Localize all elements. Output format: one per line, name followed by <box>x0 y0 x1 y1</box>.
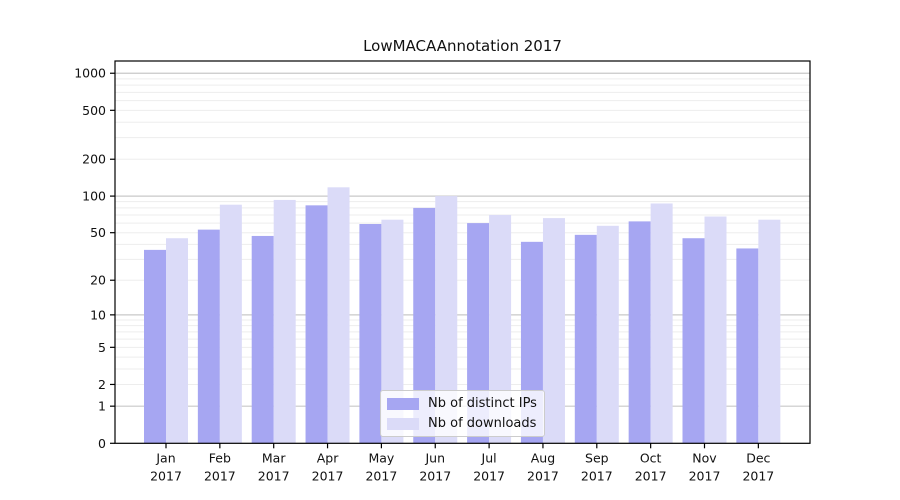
svg-text:1: 1 <box>98 399 106 414</box>
svg-text:Sep: Sep <box>585 450 609 465</box>
svg-text:10: 10 <box>90 307 106 322</box>
legend-item: Nb of distinct IPs <box>387 396 544 411</box>
legend-item: Nb of downloads <box>387 416 544 431</box>
svg-text:Nov: Nov <box>692 450 717 465</box>
svg-text:2017: 2017 <box>527 468 559 483</box>
svg-text:Jan: Jan <box>155 450 175 465</box>
svg-text:2017: 2017 <box>742 468 774 483</box>
svg-text:500: 500 <box>82 103 106 118</box>
svg-text:2017: 2017 <box>365 468 397 483</box>
svg-text:2017: 2017 <box>635 468 667 483</box>
svg-text:0: 0 <box>98 436 106 451</box>
svg-text:2017: 2017 <box>473 468 505 483</box>
svg-text:200: 200 <box>82 152 106 167</box>
svg-text:2: 2 <box>98 377 106 392</box>
svg-text:20: 20 <box>90 273 106 288</box>
legend-swatch-downloads <box>387 417 419 430</box>
svg-text:Feb: Feb <box>209 450 231 465</box>
svg-text:Mar: Mar <box>262 450 286 465</box>
svg-text:1000: 1000 <box>74 66 106 81</box>
svg-text:2017: 2017 <box>204 468 236 483</box>
svg-text:Dec: Dec <box>746 450 770 465</box>
legend-label-downloads: Nb of downloads <box>428 416 537 431</box>
svg-text:2017: 2017 <box>689 468 721 483</box>
svg-text:5: 5 <box>98 340 106 355</box>
svg-text:2017: 2017 <box>419 468 451 483</box>
legend-label-distinct-ips: Nb of distinct IPs <box>428 396 537 411</box>
svg-text:Aug: Aug <box>531 450 555 465</box>
svg-text:2017: 2017 <box>581 468 613 483</box>
svg-text:May: May <box>368 450 394 465</box>
svg-text:Jun: Jun <box>424 450 445 465</box>
svg-text:2017: 2017 <box>258 468 290 483</box>
svg-text:Jul: Jul <box>481 450 497 465</box>
legend: Nb of distinct IPs Nb of downloads <box>380 390 545 437</box>
svg-text:Oct: Oct <box>640 450 662 465</box>
svg-text:Apr: Apr <box>317 450 339 465</box>
svg-text:50: 50 <box>90 225 106 240</box>
svg-text:100: 100 <box>82 189 106 204</box>
svg-text:2017: 2017 <box>150 468 182 483</box>
svg-text:2017: 2017 <box>312 468 344 483</box>
legend-swatch-distinct-ips <box>387 397 419 410</box>
chart-title: LowMACAAnnotation 2017 <box>363 37 562 55</box>
